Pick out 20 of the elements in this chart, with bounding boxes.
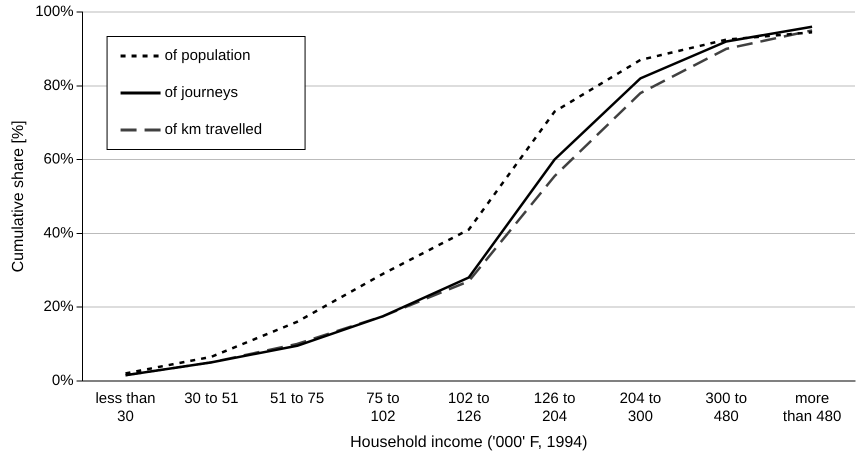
y-tick-label: 0% (52, 372, 74, 389)
x-tick-label: 75 to 102 (366, 390, 400, 425)
legend-label: of km travelled (164, 121, 262, 138)
legend-label: of population (164, 47, 250, 64)
y-tick-label: 100% (35, 3, 74, 20)
x-tick-label: 51 to 75 (270, 390, 324, 407)
y-tick-label: 60% (44, 150, 74, 168)
x-tick-label: 300 to 480 (705, 390, 748, 425)
x-tick-label: 102 to 126 (448, 390, 490, 425)
x-tick-label: less than 30 (95, 390, 156, 425)
legend-label: of journeys (164, 84, 238, 102)
x-tick-label: more than 480 (782, 390, 842, 425)
x-tick-label: 30 to 51 (184, 390, 238, 407)
y-tick-label: 40% (44, 224, 74, 242)
y-tick-label: 80% (44, 76, 74, 94)
x-tick-label: 204 to 300 (620, 390, 662, 425)
y-tick-label: 20% (44, 298, 74, 316)
x-axis-title: Household income ('000' F, 1994) (350, 434, 588, 451)
x-tick-label: 126 to 204 (534, 390, 576, 425)
y-axis-title: Cumulative share [%] (10, 120, 28, 272)
